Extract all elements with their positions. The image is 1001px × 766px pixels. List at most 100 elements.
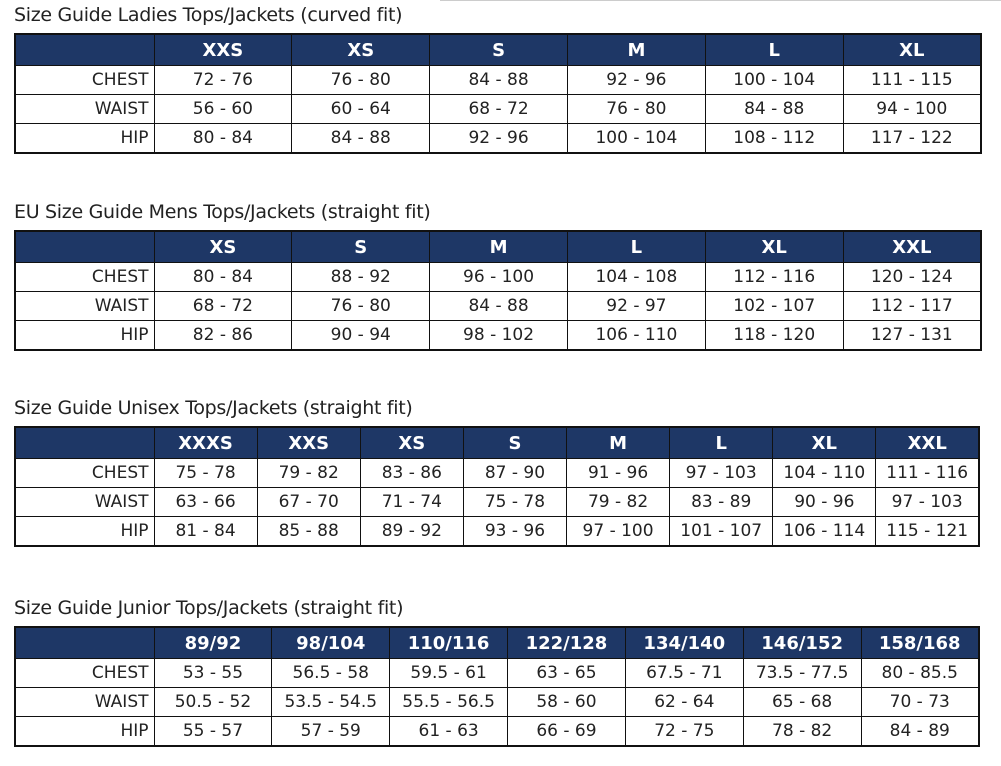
size-cell: 106 - 114 [772, 516, 877, 547]
size-cell: 91 - 96 [565, 458, 671, 488]
size-cell: 92 - 97 [566, 291, 706, 321]
size-table: XXS XS S M L XL CHEST 72 - 76 76 - 80 84 - 88 92 -… [14, 33, 982, 154]
row-label: HIP [14, 516, 155, 547]
header-corner [14, 230, 155, 263]
size-header: M [429, 230, 568, 263]
row-label: CHEST [14, 65, 155, 95]
size-cell: 56 - 60 [153, 94, 293, 124]
size-header: XXL [842, 230, 982, 263]
measure-row: CHEST 72 - 76 76 - 80 84 - 88 92 - 96 100 - 1… [14, 65, 982, 95]
size-cell: 101 - 107 [669, 516, 774, 547]
size-cell: 65 - 68 [742, 687, 862, 717]
size-header: M [566, 33, 706, 66]
size-header: M [565, 426, 671, 459]
size-table-section: Size Guide Ladies Tops/Jackets (curved f… [14, 3, 982, 154]
size-cell: 61 - 63 [389, 716, 509, 747]
row-label: CHEST [14, 658, 155, 688]
size-cell: 112 - 117 [842, 291, 982, 321]
size-cell: 53 - 55 [153, 658, 273, 688]
size-cell: 58 - 60 [507, 687, 626, 717]
size-cell: 67.5 - 71 [624, 658, 744, 688]
size-cell: 104 - 110 [772, 458, 877, 488]
header-corner [14, 426, 155, 459]
size-cell: 127 - 131 [842, 320, 982, 351]
size-header: 146/152 [742, 626, 862, 659]
measure-row: WAIST 68 - 72 76 - 80 84 - 88 92 - 97 102 - 1… [14, 291, 982, 321]
size-cell: 80 - 84 [153, 262, 293, 292]
size-header: XXXS [153, 426, 258, 459]
size-cell: 82 - 86 [153, 320, 293, 351]
size-header: XS [359, 426, 464, 459]
header-row: XXXS XXS XS S M L XL XXL [14, 426, 980, 459]
size-table: XXXS XXS XS S M L XL XXL CHEST 75 - 78 79 - 82 83 -… [14, 426, 980, 547]
size-cell: 50.5 - 52 [153, 687, 273, 717]
row-label: WAIST [14, 94, 155, 124]
size-table: 89/92 98/104 110/116 122/128 134/140 146/152 1… [14, 626, 980, 747]
table-title: Size Guide Ladies Tops/Jackets (curved f… [14, 4, 403, 26]
size-cell: 83 - 89 [669, 487, 774, 517]
size-table: XS S M L XL XXL CHEST 80 - 84 88 - 92 96 - 100 104… [14, 230, 982, 351]
size-cell: 63 - 66 [153, 487, 258, 517]
size-table-section: Size Guide Junior Tops/Jackets (straight… [14, 596, 980, 747]
size-header: L [704, 33, 844, 66]
size-header: XXS [153, 33, 293, 66]
size-cell: 120 - 124 [842, 262, 982, 292]
size-cell: 94 - 100 [842, 94, 982, 124]
size-cell: 71 - 74 [359, 487, 464, 517]
size-cell: 53.5 - 54.5 [271, 687, 391, 717]
measure-row: CHEST 53 - 55 56.5 - 58 59.5 - 61 63 - 65 67.… [14, 658, 980, 688]
size-header: XXL [875, 426, 980, 459]
size-cell: 111 - 116 [875, 458, 980, 488]
table-title: EU Size Guide Mens Tops/Jackets (straigh… [14, 201, 431, 223]
size-table-section: Size Guide Unisex Tops/Jackets (straight… [14, 396, 980, 547]
row-label: CHEST [14, 262, 155, 292]
row-label: HIP [14, 716, 155, 747]
size-header: 158/168 [860, 626, 980, 659]
size-cell: 88 - 92 [291, 262, 431, 292]
size-cell: 89 - 92 [359, 516, 464, 547]
size-header: S [291, 230, 431, 263]
size-cell: 97 - 103 [875, 487, 980, 517]
size-cell: 79 - 82 [565, 487, 671, 517]
size-cell: 97 - 100 [565, 516, 671, 547]
size-cell: 100 - 104 [566, 123, 706, 154]
size-cell: 96 - 100 [429, 262, 568, 292]
measure-row: HIP 81 - 84 85 - 88 89 - 92 93 - 96 97 - 100 1… [14, 516, 980, 547]
size-header: XL [704, 230, 844, 263]
size-header: L [566, 230, 706, 263]
header-row: XXS XS S M L XL [14, 33, 982, 66]
size-header: XL [772, 426, 877, 459]
size-header: 134/140 [624, 626, 744, 659]
size-cell: 76 - 80 [566, 94, 706, 124]
size-header: 122/128 [507, 626, 626, 659]
size-cell: 87 - 90 [462, 458, 568, 488]
size-cell: 104 - 108 [566, 262, 706, 292]
row-label: WAIST [14, 687, 155, 717]
size-cell: 93 - 96 [462, 516, 568, 547]
size-cell: 55 - 57 [153, 716, 273, 747]
size-cell: 72 - 76 [153, 65, 293, 95]
size-cell: 84 - 88 [291, 123, 431, 154]
size-cell: 84 - 88 [429, 291, 568, 321]
size-header: 89/92 [153, 626, 273, 659]
measure-row: WAIST 56 - 60 60 - 64 68 - 72 76 - 80 84 - 88… [14, 94, 982, 124]
size-header: XS [291, 33, 431, 66]
measure-row: HIP 55 - 57 57 - 59 61 - 63 66 - 69 72 - 75 78… [14, 716, 980, 747]
size-cell: 92 - 96 [429, 123, 568, 154]
size-cell: 108 - 112 [704, 123, 844, 154]
size-cell: 72 - 75 [624, 716, 744, 747]
header-row: 89/92 98/104 110/116 122/128 134/140 146/152 1… [14, 626, 980, 659]
measure-row: WAIST 50.5 - 52 53.5 - 54.5 55.5 - 56.5 58 -… [14, 687, 980, 717]
size-cell: 84 - 89 [860, 716, 980, 747]
size-cell: 117 - 122 [842, 123, 982, 154]
size-cell: 112 - 116 [704, 262, 844, 292]
size-cell: 80 - 85.5 [860, 658, 980, 688]
size-cell: 56.5 - 58 [271, 658, 391, 688]
size-cell: 111 - 115 [842, 65, 982, 95]
row-label: HIP [14, 123, 155, 154]
size-table-section: EU Size Guide Mens Tops/Jackets (straigh… [14, 200, 982, 351]
size-cell: 90 - 94 [291, 320, 431, 351]
row-label: CHEST [14, 458, 155, 488]
size-cell: 60 - 64 [291, 94, 431, 124]
